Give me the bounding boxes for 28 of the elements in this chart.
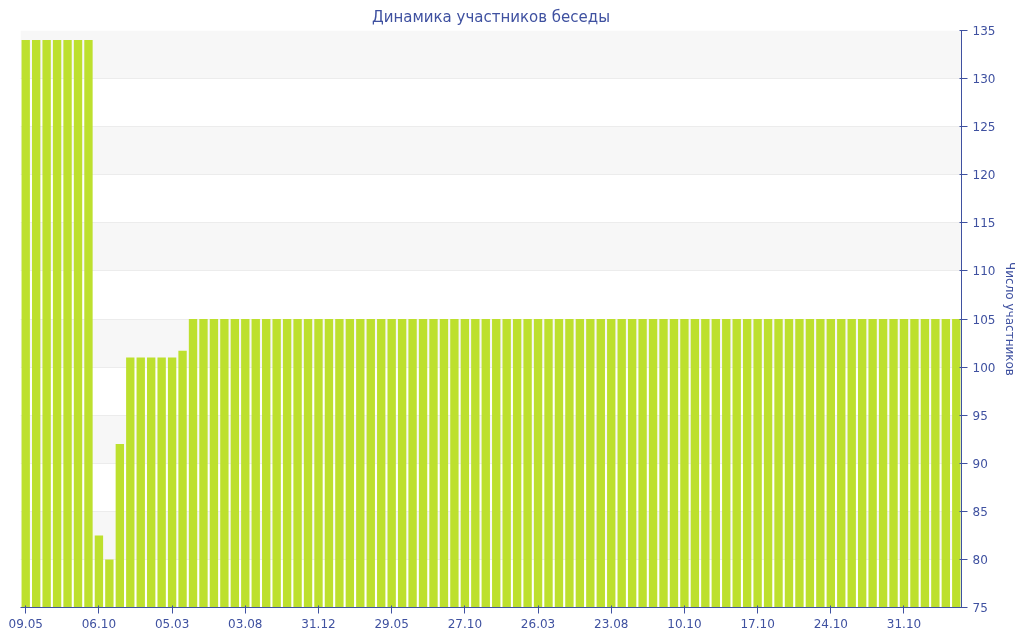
x-tick-label: 27.10 (447, 616, 483, 631)
y-tick-label: 75 (972, 601, 988, 615)
x-tick-label: 29.05 (374, 616, 409, 631)
y-tick-label: 80 (972, 552, 988, 567)
x-tick-label: 17.10 (740, 616, 775, 631)
x-tick-label: 05.03 (154, 616, 190, 631)
x-tick-label: 31.10 (886, 616, 922, 631)
x-tick-label: 09.05 (8, 616, 43, 631)
chart-title: Динамика участников беседы (371, 7, 611, 26)
x-tick-label: 03.08 (228, 616, 263, 631)
y-tick-label: 130 (972, 72, 996, 87)
x-tick-label: 31.12 (301, 616, 336, 631)
y-axis-title: Число участников (1003, 262, 1018, 376)
y-tick-label: 105 (972, 312, 996, 327)
y-tick-label: 100 (972, 360, 996, 375)
y-tick-label: 115 (972, 216, 996, 231)
y-tick-label: 90 (972, 456, 988, 471)
y-tick-label: 110 (972, 264, 996, 279)
y-tick-label: 95 (972, 408, 988, 423)
x-tick-label: 26.03 (520, 616, 556, 631)
y-tick-label: 135 (972, 24, 996, 38)
x-tick-label: 06.10 (81, 616, 117, 631)
y-tick-label: 125 (972, 120, 996, 135)
x-tick-label: 10.10 (667, 616, 702, 631)
y-tick-label: 120 (972, 168, 996, 183)
x-tick-label: 24.10 (813, 616, 848, 631)
y-tick-label: 85 (972, 504, 988, 519)
x-tick-label: 23.08 (594, 616, 629, 631)
